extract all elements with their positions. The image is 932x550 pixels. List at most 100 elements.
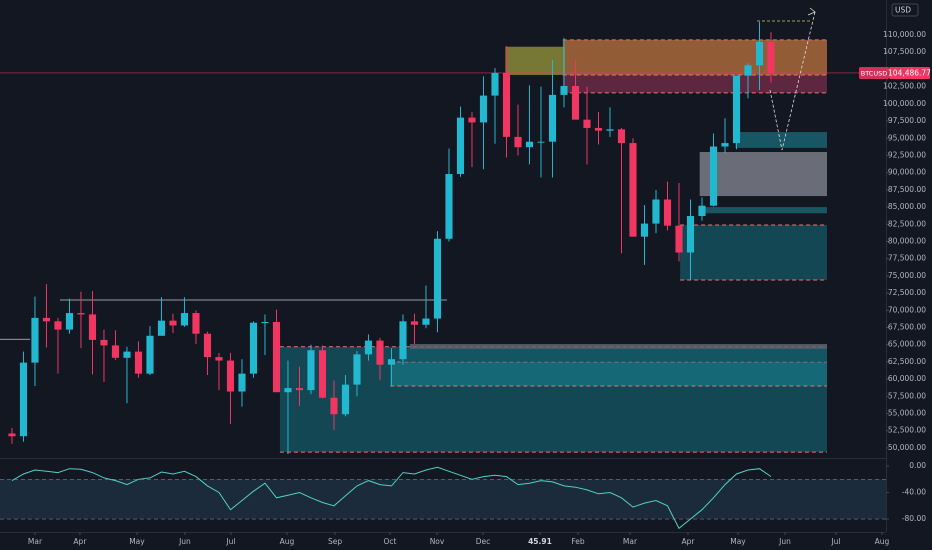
symbol: BTCUSD	[861, 69, 887, 77]
candle-body	[502, 72, 511, 137]
y-tick-label: 92,500.00	[888, 150, 926, 159]
y-tick-label: 107,500.00	[883, 47, 926, 56]
x-tick-label: Feb	[571, 537, 585, 546]
x-tick-label: Oct	[383, 537, 396, 546]
band	[0, 479, 886, 520]
candle-body	[353, 354, 361, 385]
y-tick-label: 67,500.00	[888, 323, 926, 332]
x-tick-label: Jun	[778, 537, 791, 546]
candle-body	[422, 318, 430, 325]
candle-body	[560, 85, 568, 95]
candle-body	[744, 65, 752, 76]
x-tick-label: May	[129, 537, 145, 546]
candle-body	[640, 223, 649, 237]
zone	[505, 46, 566, 75]
y-tick-label: 82,500.00	[888, 219, 926, 228]
y-tick-label: 72,500.00	[888, 288, 926, 297]
candle-body	[284, 388, 292, 393]
candle-body	[318, 350, 327, 398]
candle-body	[19, 362, 28, 437]
candle-body	[146, 335, 154, 374]
price-pane	[0, 21, 886, 455]
candle-body	[594, 127, 603, 131]
y-tick-label: 60,000.00	[888, 374, 926, 383]
candle-body	[8, 433, 16, 437]
currency-box	[891, 3, 919, 17]
candle-body	[514, 136, 522, 148]
candle-body	[65, 313, 74, 330]
zone	[562, 39, 828, 75]
x-tick-label: Dec	[476, 537, 491, 546]
y-tick-label: 77,500.00	[888, 254, 926, 263]
candle-body	[686, 216, 695, 253]
projection-arrow	[807, 7, 816, 16]
candle-body	[249, 322, 258, 374]
x-tick-label: Apr	[681, 537, 695, 546]
candle-body	[387, 359, 396, 365]
x-tick-label: Jun	[178, 537, 191, 546]
y-tick-label: 70,000.00	[888, 305, 926, 314]
candle-body	[606, 129, 614, 131]
y-tick-label: 57,500.00	[888, 391, 926, 400]
x-tick-label: Aug	[280, 537, 295, 546]
candle-body	[376, 340, 384, 365]
candle-body	[732, 75, 741, 144]
candle-body	[100, 339, 108, 346]
y-tick-label: -40.00	[902, 488, 926, 497]
candle-body	[755, 41, 764, 66]
zone	[705, 207, 828, 214]
y-tick-label: 102,500.00	[883, 82, 926, 91]
candle-body	[77, 313, 85, 315]
candle-body	[709, 146, 718, 206]
x-tick-label: Aug	[875, 537, 890, 546]
x-tick-label: Mar	[28, 537, 43, 546]
candle-body	[215, 357, 223, 361]
x-tick-label: Nov	[430, 537, 445, 546]
candle-body	[617, 129, 626, 144]
candle-body	[123, 351, 131, 358]
y-tick-label: 52,500.00	[888, 426, 926, 435]
candle-body	[675, 225, 683, 253]
currency: USD	[895, 6, 911, 15]
y-tick-label: 50,000.00	[888, 443, 926, 452]
zone	[390, 361, 828, 387]
x-tick-label: Jul	[225, 537, 235, 546]
candle-body	[307, 350, 315, 391]
candle-body	[54, 321, 62, 330]
x-tick-label: Jul	[830, 537, 840, 546]
candle-body	[364, 340, 373, 355]
y-tick-label: 0.00	[909, 461, 926, 470]
y-tick-label: 90,000.00	[888, 168, 926, 177]
x-tick-label: Mar	[623, 537, 638, 546]
candle-body	[192, 313, 200, 334]
candle-body	[445, 174, 453, 239]
x-tick-label: Apr	[73, 537, 87, 546]
candle-body	[180, 313, 189, 326]
candle-body	[491, 72, 499, 96]
price-label: 104,486.77	[888, 68, 931, 77]
candle-body	[226, 360, 235, 392]
candle-body	[456, 117, 465, 175]
x-tick-label: May	[730, 537, 746, 546]
zone	[699, 152, 828, 197]
y-tick-label: 87,500.00	[888, 185, 926, 194]
candle-body	[525, 141, 534, 148]
projection	[769, 11, 816, 151]
y-tick-label: 110,000.00	[883, 30, 926, 39]
y-tick-label: 95,000.00	[888, 133, 926, 142]
candle-body	[721, 143, 729, 147]
candle-body	[548, 94, 557, 142]
candle-body	[537, 141, 545, 143]
y-tick-label: 75,000.00	[888, 271, 926, 280]
candle-body	[203, 333, 212, 358]
candle-body	[571, 85, 580, 120]
x-tick-label: 45.91	[528, 537, 552, 546]
symbol-tag	[859, 66, 889, 79]
candle-body	[157, 320, 166, 336]
y-tick-label: 80,000.00	[888, 236, 926, 245]
candle-body	[341, 384, 350, 415]
x-tick-label: Sep	[328, 537, 342, 546]
candle-body	[629, 143, 637, 237]
candle-body	[134, 351, 143, 374]
